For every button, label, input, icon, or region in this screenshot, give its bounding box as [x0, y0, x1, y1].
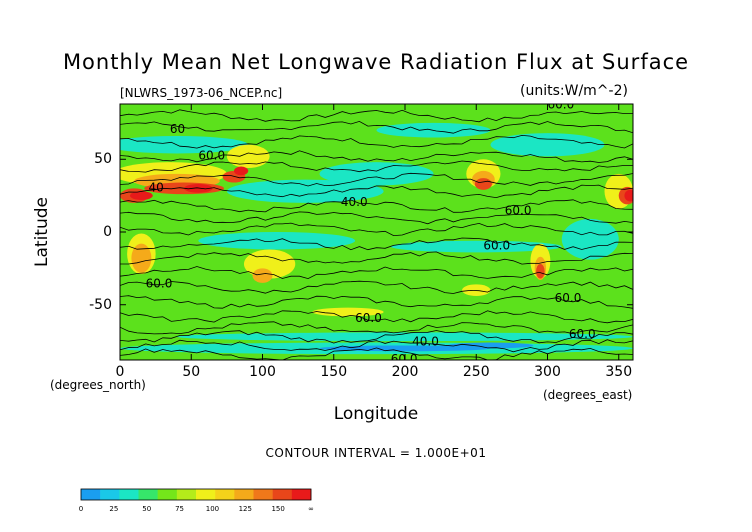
contour-label-7: 60.0	[146, 276, 173, 290]
contour-line-0	[120, 109, 633, 123]
field-blob-3	[319, 162, 434, 186]
colorbar-swatch-3	[138, 489, 158, 500]
y-tick-label-0: 50	[94, 151, 112, 168]
colorbar-label-6: 150	[271, 505, 285, 513]
contour-label-6: 60.0	[483, 238, 510, 252]
contour-line-4	[120, 160, 633, 173]
contour-line-19	[120, 347, 633, 360]
colorbar-label-4: 100	[205, 505, 220, 513]
field-blob-1	[198, 232, 356, 250]
field-blob-20	[226, 144, 270, 168]
contour-lines	[120, 109, 633, 360]
colorbar	[80, 488, 312, 501]
colorbar-swatch-5	[176, 489, 197, 500]
field-blob-34	[624, 189, 633, 202]
contour-label-5: 60.0	[505, 204, 532, 218]
contour-line-15	[120, 310, 633, 324]
contour-label-10: 60.0	[569, 327, 596, 341]
field-blob-35	[234, 166, 249, 176]
colorbar-swatch-11	[291, 489, 312, 500]
y-tick-label-2: -50	[89, 296, 112, 313]
x-tick-label-5: 250	[462, 364, 490, 380]
contour-line-6	[120, 184, 633, 199]
contour-label-8: 60.0	[355, 311, 382, 325]
field-blob-11	[447, 342, 534, 349]
field-blob-28	[474, 178, 492, 190]
contour-interval-label: CONTOUR INTERVAL = 1.000E+01	[265, 446, 487, 460]
y-tick-label-1: 0	[103, 224, 112, 240]
field-blob-29	[536, 264, 545, 279]
x-tick-label-0: 0	[115, 364, 125, 380]
contour-line-16	[120, 321, 633, 335]
field-blob-18	[462, 284, 491, 296]
colorbar-label-7: ∞	[308, 505, 314, 513]
contour-label-4: 40.0	[341, 195, 368, 209]
contour-label-12: 60.0	[391, 352, 418, 366]
contour-line-9	[120, 222, 633, 237]
contour-line-3	[120, 150, 633, 163]
x-tick-label-4: 200	[391, 364, 419, 380]
contour-label-11: 60.0	[555, 291, 582, 305]
y-axis-label: Latitude	[32, 197, 52, 267]
field-blob-22	[131, 243, 152, 273]
contour-line-5	[120, 172, 633, 187]
contour-line-2	[120, 134, 633, 149]
contour-label-2: 60.0	[198, 148, 225, 162]
colorbar-swatch-1	[100, 489, 120, 500]
field-blob-5	[490, 133, 605, 157]
contour-line-11	[120, 251, 633, 265]
colorbar-swatch-4	[157, 489, 178, 500]
x-axis-label: Longitude	[333, 404, 419, 424]
contour-labels: 60.0 60 60.0 40 40.0 60.0 60.0 60.0 60.0 40.0 60.0…	[146, 97, 596, 366]
x-tick-label-6: 300	[534, 364, 561, 380]
x-tick-label-7: 350	[605, 364, 633, 380]
axis-ticks	[119, 104, 633, 360]
field-blob-32	[129, 191, 153, 201]
contour-line-17	[120, 330, 633, 344]
x-tick-label-1: 50	[182, 364, 201, 380]
field-blobs	[120, 122, 633, 355]
contour-label-1: 60	[170, 122, 185, 136]
field-blob-7	[561, 218, 619, 260]
x-tick-label-2: 100	[249, 364, 276, 380]
x-units-label: (degrees_north)	[50, 378, 146, 392]
field-blob-17	[312, 307, 384, 317]
chart-title: Monthly Mean Net Longwave Radiation Flux…	[62, 50, 690, 74]
colorbar-swatch-2	[119, 489, 139, 500]
y-units-label: (degrees_east)	[543, 388, 633, 402]
contour-line-13	[120, 280, 633, 294]
colorbar-label-3: 75	[175, 505, 185, 513]
contour-line-7	[120, 199, 633, 213]
colorbar-label-2: 50	[142, 505, 152, 513]
colorbar-swatch-6	[196, 489, 216, 500]
field-blob-2	[226, 179, 384, 203]
contour-label-9: 40.0	[412, 334, 439, 348]
colorbar-swatch-9	[253, 489, 273, 500]
contour-label-3: 40	[149, 180, 164, 194]
contour-line-14	[120, 295, 633, 309]
field-blob-24	[252, 268, 273, 283]
units-label: (units:W/m^-2)	[520, 83, 628, 99]
contour-line-1	[120, 120, 633, 134]
contour-line-8	[120, 211, 633, 225]
colorbar-label-0: 0	[78, 505, 84, 513]
colorbar-swatch-7	[215, 489, 235, 500]
file-label: [NLWRS_1973-06_NCEP.nc]	[120, 86, 283, 100]
colorbar-frame	[80, 488, 312, 501]
colorbar-label-1: 25	[109, 505, 119, 513]
colorbar-swatch-0	[81, 489, 101, 500]
contour-line-12	[120, 266, 633, 280]
colorbar-label-5: 125	[238, 505, 252, 513]
colorbar-swatch-10	[272, 489, 293, 500]
colorbar-swatch-8	[234, 489, 254, 500]
contour-line-18	[120, 339, 633, 353]
contour-line-10	[120, 237, 633, 251]
field-blob-4	[120, 136, 249, 154]
x-tick-label-3: 150	[320, 364, 348, 380]
contour-label-0: 60.0	[548, 97, 575, 111]
